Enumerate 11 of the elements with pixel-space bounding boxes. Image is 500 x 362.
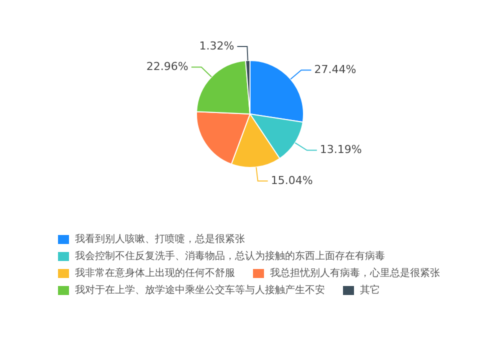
data-label: 27.44% [314, 62, 356, 76]
data-label: 15.04% [270, 174, 313, 187]
legend-label: 我看到别人咳嗽、打喷嚏，总是很紧张 [74, 232, 245, 246]
legend-label: 我非常在意身体上出现的任何不舒服 [74, 266, 235, 280]
data-label: 1.32% [199, 39, 234, 52]
legend-label: 其它 [359, 284, 380, 297]
legend-label: 我总担忧别人有病毒，心里总是很紧张 [269, 266, 440, 280]
legend-label: 我对于在上学、放学途中乘坐公交车等与人接触产生不安 [74, 284, 325, 297]
legend-label: 我会控制不住反复洗手、消毒物品，总认为接触的东西上面存在有病毒 [74, 250, 385, 263]
data-label: 22.96% [146, 60, 188, 74]
data-label: 13.19% [320, 143, 362, 156]
